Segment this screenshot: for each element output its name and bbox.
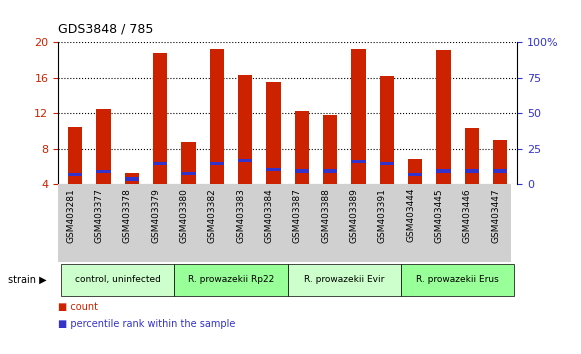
- Bar: [181, 142, 196, 184]
- Text: GSM403384: GSM403384: [264, 188, 274, 243]
- Text: GSM403378: GSM403378: [123, 188, 132, 243]
- Bar: [493, 140, 507, 184]
- Bar: [153, 53, 167, 184]
- Bar: [352, 49, 365, 184]
- Text: GSM403379: GSM403379: [151, 188, 160, 243]
- Bar: [379, 161, 394, 165]
- Text: GSM403387: GSM403387: [293, 188, 302, 243]
- Bar: [125, 173, 139, 184]
- Bar: [493, 170, 507, 173]
- Text: GDS3848 / 785: GDS3848 / 785: [58, 22, 153, 35]
- Text: GSM403446: GSM403446: [462, 188, 472, 242]
- Bar: [238, 75, 252, 184]
- FancyBboxPatch shape: [401, 264, 514, 296]
- Bar: [295, 170, 309, 173]
- Text: GSM403383: GSM403383: [236, 188, 245, 243]
- Bar: [465, 129, 479, 184]
- Bar: [210, 49, 224, 184]
- Text: GSM403444: GSM403444: [406, 188, 415, 242]
- Bar: [465, 170, 479, 173]
- Bar: [436, 170, 450, 173]
- Bar: [210, 161, 224, 165]
- Text: R. prowazekii Erus: R. prowazekii Erus: [416, 275, 499, 284]
- Bar: [323, 170, 337, 173]
- Text: GSM403281: GSM403281: [66, 188, 75, 243]
- Bar: [295, 110, 309, 184]
- Text: control, uninfected: control, uninfected: [75, 275, 160, 284]
- Text: GSM403389: GSM403389: [349, 188, 358, 243]
- Text: strain ▶: strain ▶: [8, 275, 46, 285]
- Bar: [96, 109, 110, 184]
- Bar: [68, 127, 82, 184]
- Text: R. prowazekii Rp22: R. prowazekii Rp22: [188, 275, 274, 284]
- Bar: [436, 50, 450, 184]
- Bar: [68, 173, 82, 176]
- Bar: [408, 159, 422, 184]
- Bar: [96, 170, 110, 173]
- Text: GSM403388: GSM403388: [321, 188, 330, 243]
- Bar: [266, 82, 281, 184]
- Bar: [323, 115, 337, 184]
- Bar: [125, 177, 139, 181]
- Bar: [352, 160, 365, 163]
- Text: GSM403391: GSM403391: [378, 188, 387, 243]
- Bar: [266, 168, 281, 171]
- Text: GSM403447: GSM403447: [491, 188, 500, 242]
- Bar: [379, 76, 394, 184]
- Text: ■ percentile rank within the sample: ■ percentile rank within the sample: [58, 319, 235, 329]
- Text: GSM403377: GSM403377: [95, 188, 103, 243]
- Bar: [408, 173, 422, 176]
- Text: GSM403380: GSM403380: [180, 188, 188, 243]
- FancyBboxPatch shape: [61, 264, 174, 296]
- Bar: [181, 172, 196, 175]
- Text: ■ count: ■ count: [58, 302, 98, 312]
- FancyBboxPatch shape: [288, 264, 401, 296]
- Text: GSM403445: GSM403445: [435, 188, 443, 242]
- Bar: [153, 161, 167, 165]
- FancyBboxPatch shape: [174, 264, 288, 296]
- Bar: [238, 159, 252, 162]
- Text: R. prowazekii Evir: R. prowazekii Evir: [304, 275, 385, 284]
- Text: GSM403382: GSM403382: [208, 188, 217, 243]
